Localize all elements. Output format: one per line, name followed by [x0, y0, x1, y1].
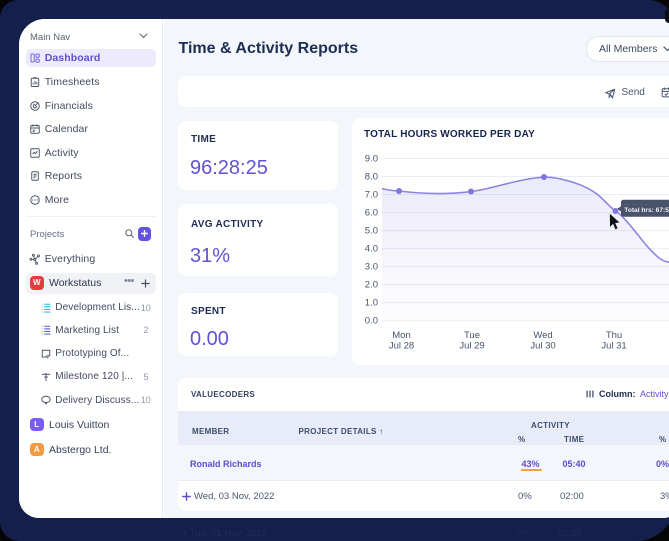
svg-text:Thu: Thu [606, 330, 622, 341]
svg-text:1.0: 1.0 [365, 298, 378, 309]
svg-text:9.0: 9.0 [365, 154, 378, 165]
svg-text:... ... .. ...: ... ... .. ... [625, 201, 651, 206]
svg-text:Jul 29: Jul 29 [459, 341, 484, 352]
svg-text:2.0: 2.0 [365, 280, 378, 291]
svg-text:Jul 31: Jul 31 [601, 341, 626, 352]
svg-text:7.0: 7.0 [365, 190, 378, 201]
svg-text:5.0: 5.0 [365, 226, 378, 237]
svg-text:Total hrs: 67:5: Total hrs: 67:5 [624, 207, 669, 214]
svg-text:Mon: Mon [392, 330, 410, 341]
svg-text:Jul 28: Jul 28 [389, 341, 414, 352]
svg-text:0.0: 0.0 [365, 316, 378, 327]
svg-text:3.0: 3.0 [365, 262, 378, 273]
svg-text:Wed: Wed [533, 330, 552, 341]
svg-text:8.0: 8.0 [365, 172, 378, 183]
svg-text:6.0: 6.0 [365, 208, 378, 219]
svg-text:Jul 30: Jul 30 [530, 341, 555, 352]
svg-text:4.0: 4.0 [365, 244, 378, 255]
svg-text:Tue: Tue [464, 330, 480, 341]
